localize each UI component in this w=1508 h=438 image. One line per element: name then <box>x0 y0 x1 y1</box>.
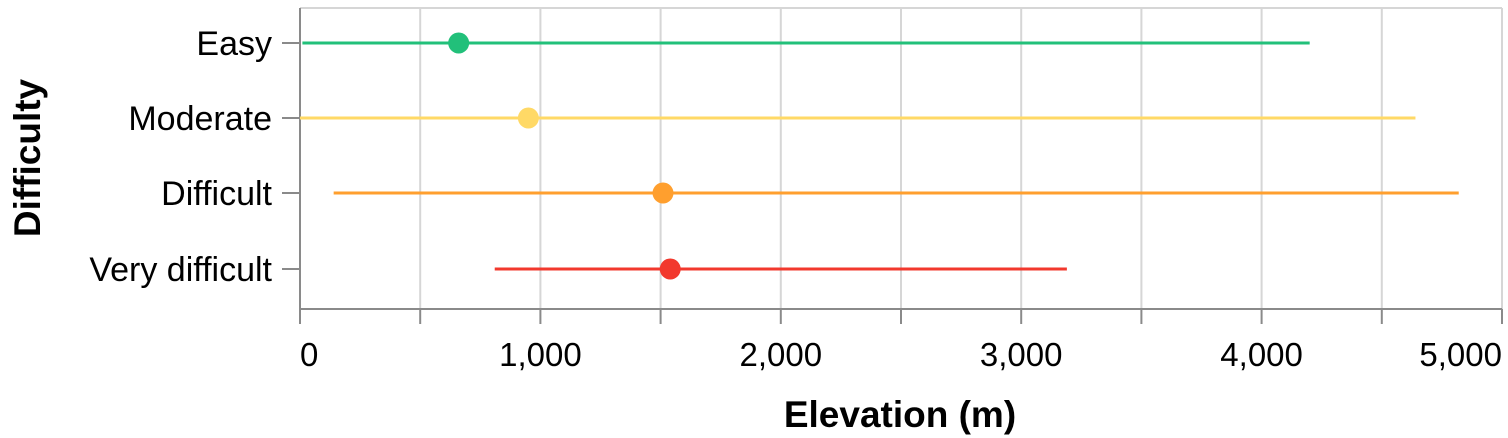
data-point <box>659 258 681 280</box>
x-tick-label: 2,000 <box>740 336 823 373</box>
y-category-label: Easy <box>196 25 272 63</box>
data-point <box>652 182 674 204</box>
x-axis-title: Elevation (m) <box>784 394 1016 435</box>
x-tick-label: 0 <box>300 336 318 373</box>
x-tick-label: 1,000 <box>499 336 582 373</box>
x-axis: 0 1,000 2,000 3,000 4,000 5,000 <box>299 309 1503 373</box>
x-tick-label: 5,000 <box>1419 336 1502 373</box>
data-point <box>517 107 539 129</box>
y-category-label: Difficult <box>161 175 272 213</box>
data-marks <box>300 32 1459 280</box>
y-category-label: Very difficult <box>89 251 272 289</box>
y-category-label: Moderate <box>128 100 272 138</box>
y-axis: Easy Moderate Difficult Very difficult <box>89 25 300 289</box>
grid <box>419 8 1383 309</box>
data-point <box>448 32 470 54</box>
y-axis-title: Difficulty <box>7 78 48 237</box>
x-tick-label: 4,000 <box>1220 336 1303 373</box>
x-tick-label: 3,000 <box>980 336 1063 373</box>
